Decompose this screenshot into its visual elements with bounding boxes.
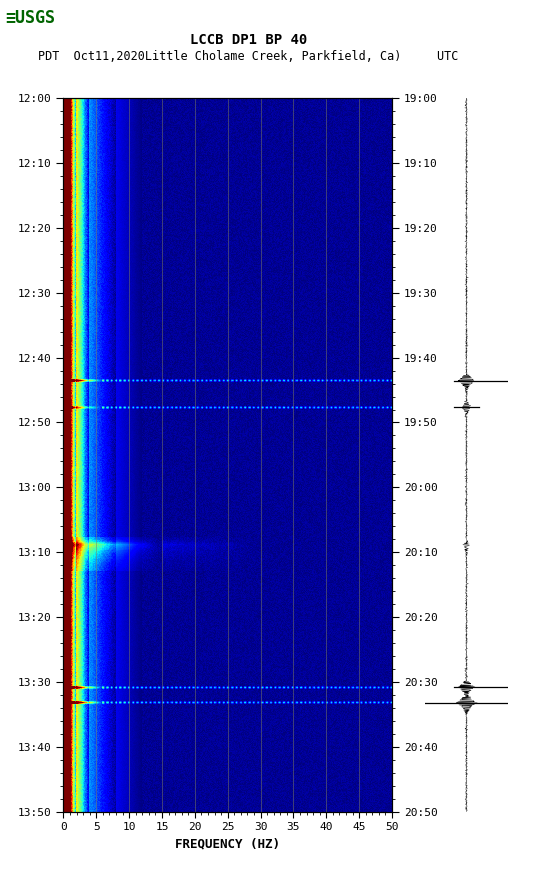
Text: ≡USGS: ≡USGS	[6, 9, 56, 27]
X-axis label: FREQUENCY (HZ): FREQUENCY (HZ)	[175, 838, 280, 851]
Text: LCCB DP1 BP 40: LCCB DP1 BP 40	[190, 33, 307, 47]
Text: PDT  Oct11,2020Little Cholame Creek, Parkfield, Ca)     UTC: PDT Oct11,2020Little Cholame Creek, Park…	[38, 50, 459, 62]
